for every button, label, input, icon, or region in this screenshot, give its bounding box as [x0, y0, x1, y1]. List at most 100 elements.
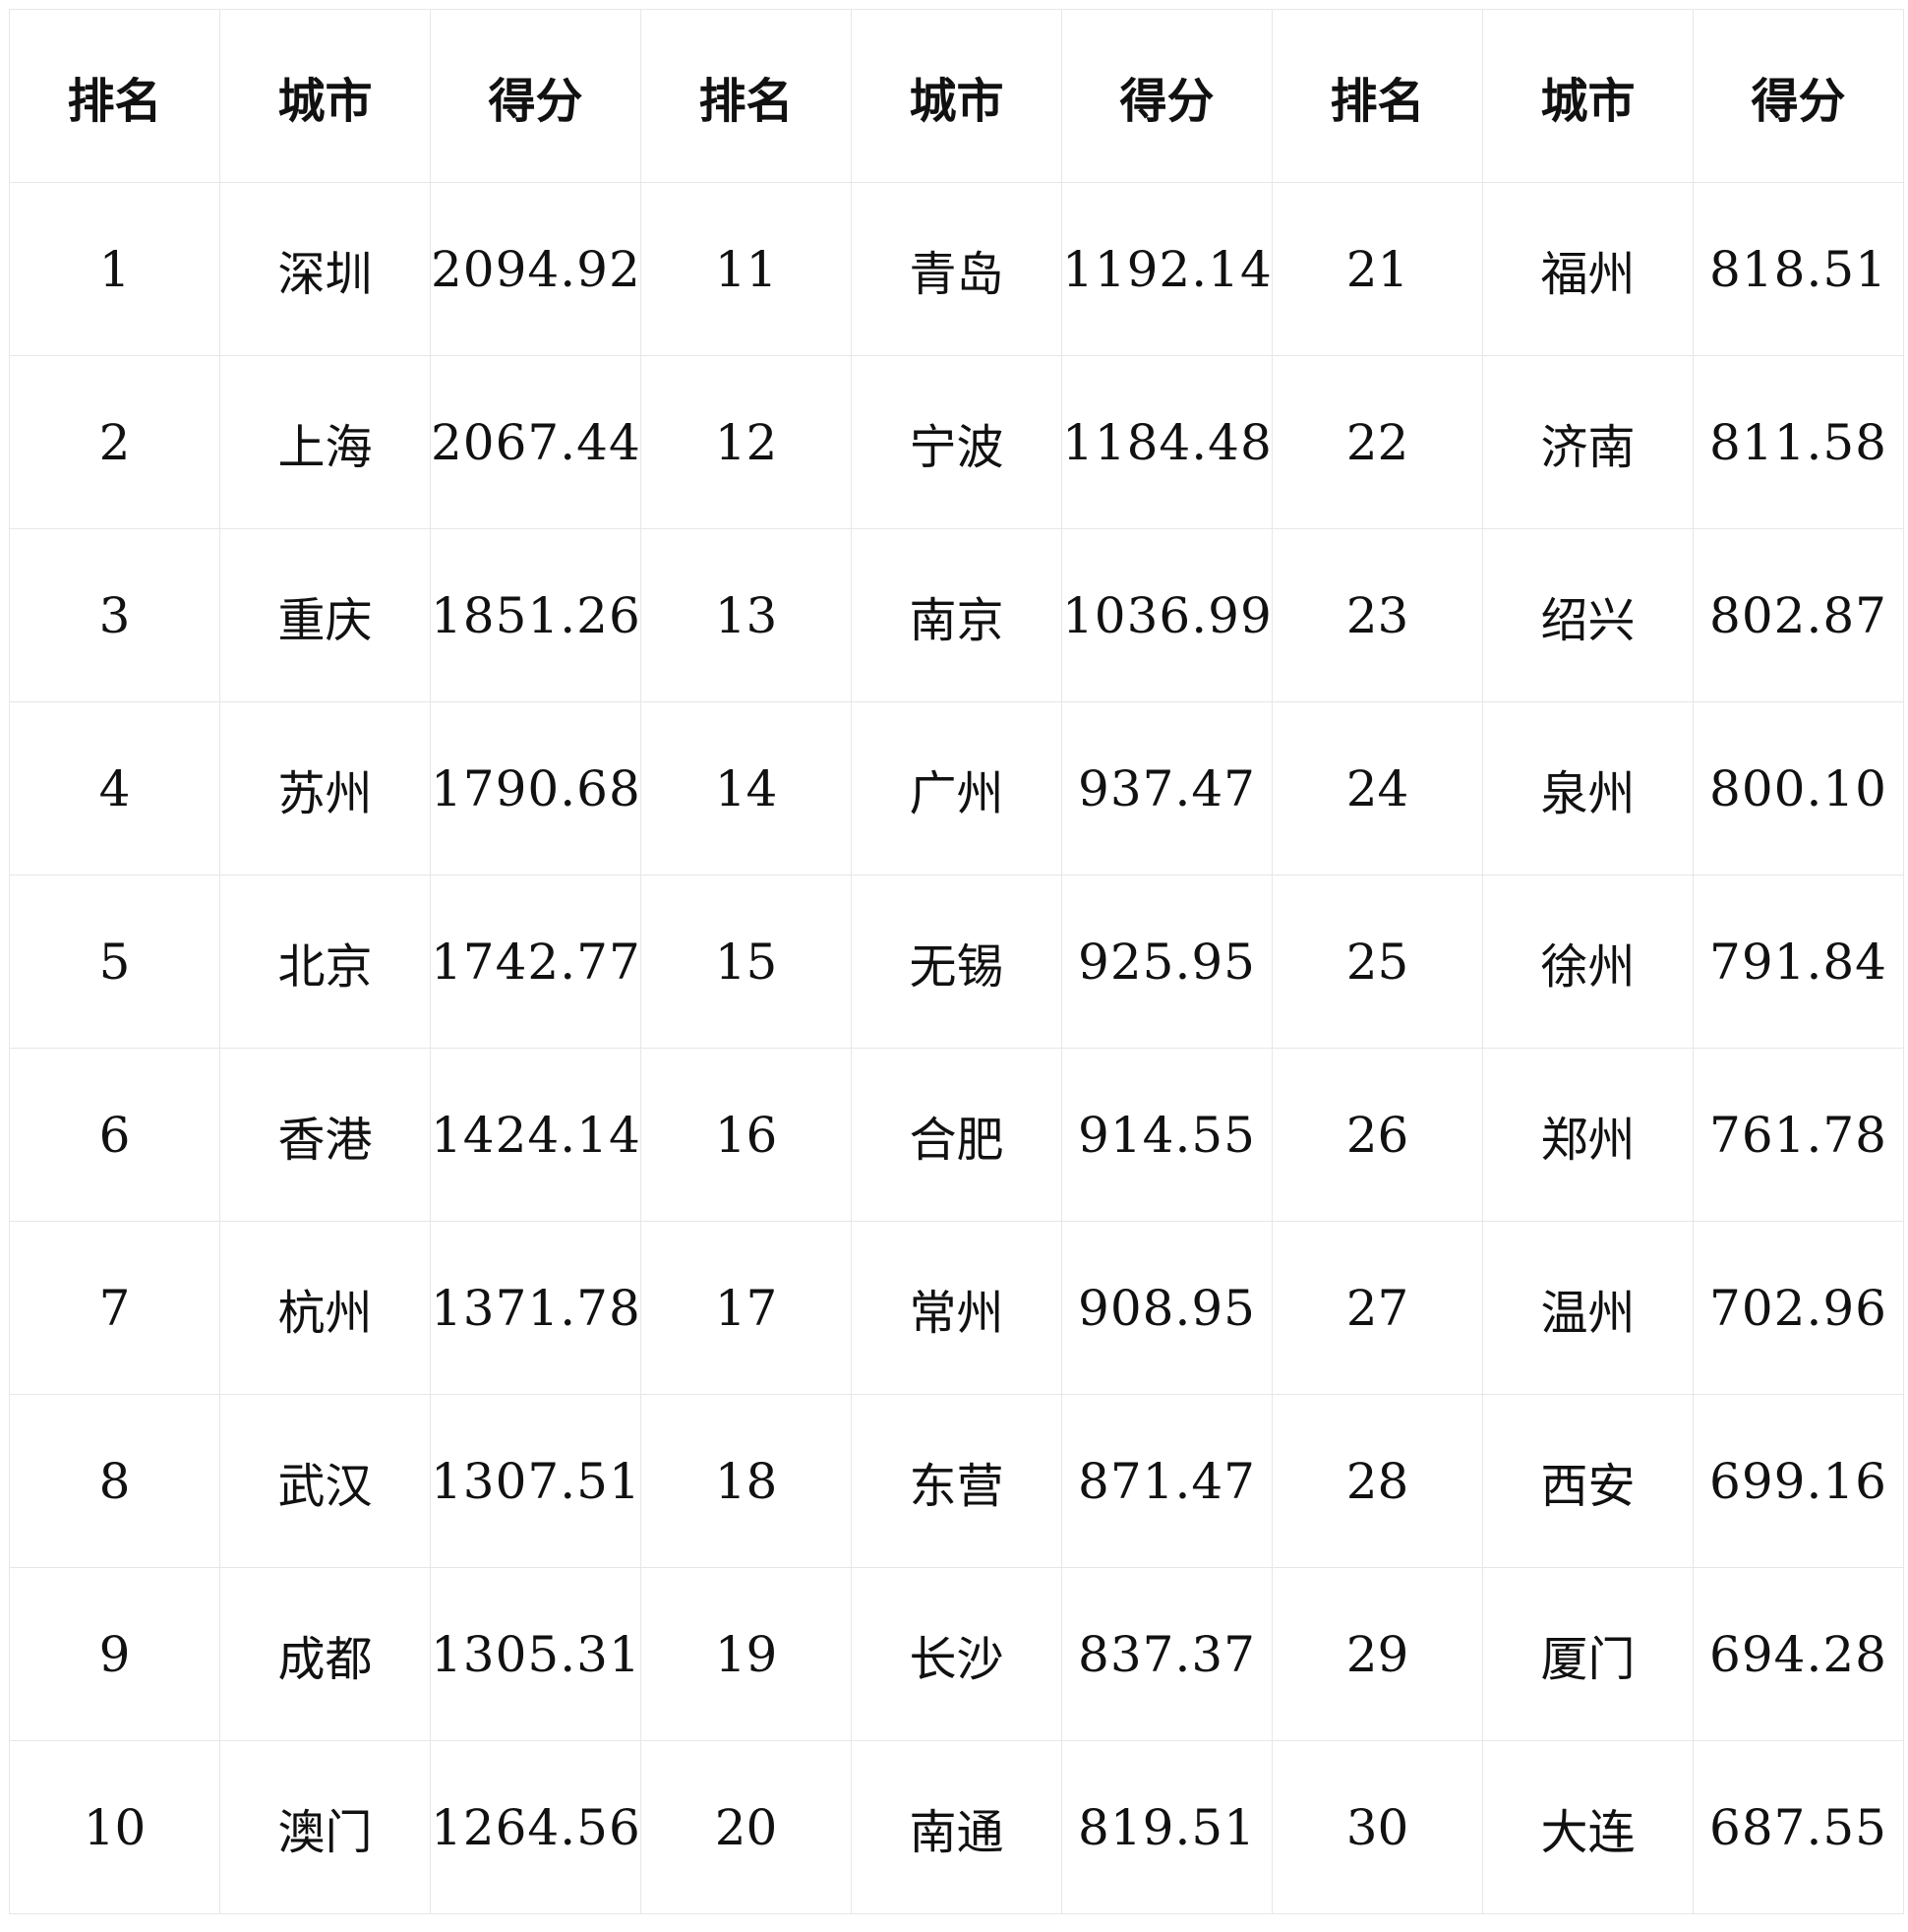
score-cell: 761.78 — [1693, 1048, 1904, 1222]
rank-cell: 21 — [1272, 182, 1483, 356]
rank-cell: 9 — [9, 1567, 220, 1741]
score-cell: 802.87 — [1693, 528, 1904, 702]
city-cell: 合肥 — [851, 1048, 1062, 1222]
score-cell: 1305.31 — [430, 1567, 641, 1741]
table-row: 6 香港 1424.14 16 合肥 914.55 26 郑州 761.78 — [9, 1048, 1904, 1222]
city-cell: 西安 — [1482, 1394, 1694, 1568]
score-cell: 818.51 — [1693, 182, 1904, 356]
rank-cell: 12 — [640, 355, 852, 529]
rank-cell: 13 — [640, 528, 852, 702]
score-cell: 687.55 — [1693, 1740, 1904, 1914]
score-cell: 1264.56 — [430, 1740, 641, 1914]
rank-cell: 15 — [640, 875, 852, 1049]
score-cell: 1036.99 — [1061, 528, 1273, 702]
city-cell: 郑州 — [1482, 1048, 1694, 1222]
table-row: 1 深圳 2094.92 11 青岛 1192.14 21 福州 818.51 — [9, 182, 1904, 356]
header-city: 城市 — [851, 9, 1062, 183]
city-cell: 澳门 — [219, 1740, 431, 1914]
header-row: 排名 城市 得分 排名 城市 得分 排名 城市 得分 — [9, 9, 1904, 183]
score-cell: 2067.44 — [430, 355, 641, 529]
score-cell: 800.10 — [1693, 701, 1904, 875]
city-cell: 北京 — [219, 875, 431, 1049]
score-cell: 1742.77 — [430, 875, 641, 1049]
city-cell: 重庆 — [219, 528, 431, 702]
score-cell: 925.95 — [1061, 875, 1273, 1049]
score-cell: 2094.92 — [430, 182, 641, 356]
rank-cell: 24 — [1272, 701, 1483, 875]
rank-cell: 29 — [1272, 1567, 1483, 1741]
rank-cell: 19 — [640, 1567, 852, 1741]
rank-cell: 18 — [640, 1394, 852, 1568]
city-cell: 徐州 — [1482, 875, 1694, 1049]
city-ranking-table: 排名 城市 得分 排名 城市 得分 排名 城市 得分 1 深圳 2094.92 11 青岛 1192.14… — [9, 9, 1904, 1914]
score-cell: 1424.14 — [430, 1048, 641, 1222]
rank-cell: 10 — [9, 1740, 220, 1914]
city-cell: 南通 — [851, 1740, 1062, 1914]
score-cell: 1184.48 — [1061, 355, 1273, 529]
city-cell: 绍兴 — [1482, 528, 1694, 702]
score-cell: 908.95 — [1061, 1221, 1273, 1395]
table-row: 8 武汉 1307.51 18 东营 871.47 28 西安 699.16 — [9, 1394, 1904, 1568]
rank-cell: 6 — [9, 1048, 220, 1222]
rank-cell: 1 — [9, 182, 220, 356]
score-cell: 871.47 — [1061, 1394, 1273, 1568]
city-cell: 上海 — [219, 355, 431, 529]
city-cell: 深圳 — [219, 182, 431, 356]
header-city: 城市 — [219, 9, 431, 183]
rank-cell: 11 — [640, 182, 852, 356]
rank-cell: 20 — [640, 1740, 852, 1914]
header-score: 得分 — [1693, 9, 1904, 183]
score-cell: 694.28 — [1693, 1567, 1904, 1741]
city-cell: 香港 — [219, 1048, 431, 1222]
city-cell: 温州 — [1482, 1221, 1694, 1395]
city-cell: 广州 — [851, 701, 1062, 875]
header-score: 得分 — [1061, 9, 1273, 183]
rank-cell: 26 — [1272, 1048, 1483, 1222]
score-cell: 699.16 — [1693, 1394, 1904, 1568]
city-cell: 成都 — [219, 1567, 431, 1741]
city-cell: 泉州 — [1482, 701, 1694, 875]
rank-cell: 3 — [9, 528, 220, 702]
table-row: 3 重庆 1851.26 13 南京 1036.99 23 绍兴 802.87 — [9, 528, 1904, 702]
score-cell: 819.51 — [1061, 1740, 1273, 1914]
city-cell: 苏州 — [219, 701, 431, 875]
rank-cell: 7 — [9, 1221, 220, 1395]
score-cell: 1307.51 — [430, 1394, 641, 1568]
city-cell: 大连 — [1482, 1740, 1694, 1914]
city-cell: 厦门 — [1482, 1567, 1694, 1741]
header-rank: 排名 — [640, 9, 852, 183]
table-row: 10 澳门 1264.56 20 南通 819.51 30 大连 687.55 — [9, 1740, 1904, 1914]
table-row: 5 北京 1742.77 15 无锡 925.95 25 徐州 791.84 — [9, 875, 1904, 1049]
rank-cell: 30 — [1272, 1740, 1483, 1914]
city-cell: 武汉 — [219, 1394, 431, 1568]
score-cell: 811.58 — [1693, 355, 1904, 529]
rank-cell: 8 — [9, 1394, 220, 1568]
rank-cell: 25 — [1272, 875, 1483, 1049]
rank-cell: 23 — [1272, 528, 1483, 702]
city-cell: 宁波 — [851, 355, 1062, 529]
header-rank: 排名 — [9, 9, 220, 183]
score-cell: 702.96 — [1693, 1221, 1904, 1395]
score-cell: 1192.14 — [1061, 182, 1273, 356]
score-cell: 937.47 — [1061, 701, 1273, 875]
score-cell: 791.84 — [1693, 875, 1904, 1049]
city-cell: 无锡 — [851, 875, 1062, 1049]
rank-cell: 28 — [1272, 1394, 1483, 1568]
header-rank: 排名 — [1272, 9, 1483, 183]
city-cell: 南京 — [851, 528, 1062, 702]
city-cell: 常州 — [851, 1221, 1062, 1395]
rank-cell: 4 — [9, 701, 220, 875]
score-cell: 1371.78 — [430, 1221, 641, 1395]
rank-cell: 22 — [1272, 355, 1483, 529]
score-cell: 1851.26 — [430, 528, 641, 702]
city-cell: 青岛 — [851, 182, 1062, 356]
rank-cell: 27 — [1272, 1221, 1483, 1395]
table-row: 7 杭州 1371.78 17 常州 908.95 27 温州 702.96 — [9, 1221, 1904, 1395]
rank-cell: 2 — [9, 355, 220, 529]
score-cell: 914.55 — [1061, 1048, 1273, 1222]
table-row: 4 苏州 1790.68 14 广州 937.47 24 泉州 800.10 — [9, 701, 1904, 875]
table-row: 2 上海 2067.44 12 宁波 1184.48 22 济南 811.58 — [9, 355, 1904, 529]
city-cell: 福州 — [1482, 182, 1694, 356]
city-cell: 济南 — [1482, 355, 1694, 529]
rank-cell: 5 — [9, 875, 220, 1049]
